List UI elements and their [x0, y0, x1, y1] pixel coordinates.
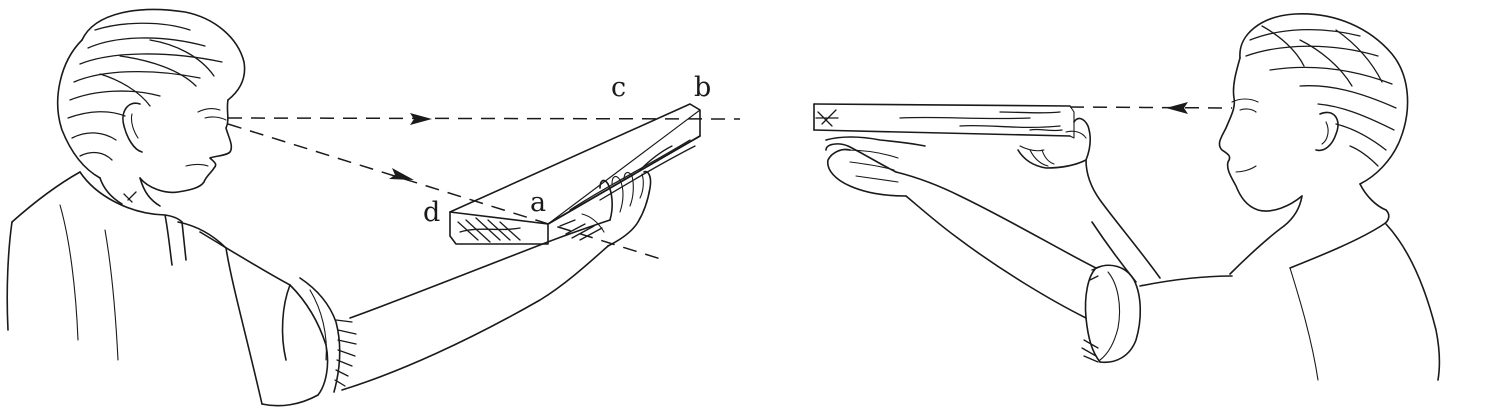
sight-arrow-upper [410, 113, 432, 125]
right-figure-cuff [1081, 264, 1142, 364]
left-figure-ear [122, 102, 143, 153]
right-figure-ear [1315, 111, 1339, 152]
left-figure-hair [56, 8, 246, 179]
sight-arrow-right [1166, 102, 1188, 114]
left-figure-forearm [349, 219, 611, 319]
left-figure-cuff-shading [334, 319, 357, 387]
right-figure [825, 13, 1441, 381]
left-figure [6, 8, 652, 407]
label-b: b [694, 72, 711, 103]
left-figure-shoulder [11, 171, 81, 223]
right-figure-forearm [895, 171, 1097, 269]
left-figure-hand [607, 170, 652, 247]
right-figure-hair [1239, 13, 1409, 185]
label-a: a [530, 187, 546, 218]
left-sight-lines [227, 113, 741, 261]
left-figure-face [139, 99, 233, 194]
label-c: c [611, 72, 626, 103]
right-figure-far-hand [826, 148, 907, 197]
sight-arrow-lower [389, 168, 414, 180]
right-figure-near-hand [1073, 117, 1091, 161]
right-sight-line [1069, 102, 1233, 114]
right-figure-face [1218, 57, 1303, 212]
left-plank [449, 103, 701, 245]
label-d: d [423, 197, 440, 228]
right-plank [813, 103, 1075, 139]
left-figure-sleeve [199, 231, 291, 286]
